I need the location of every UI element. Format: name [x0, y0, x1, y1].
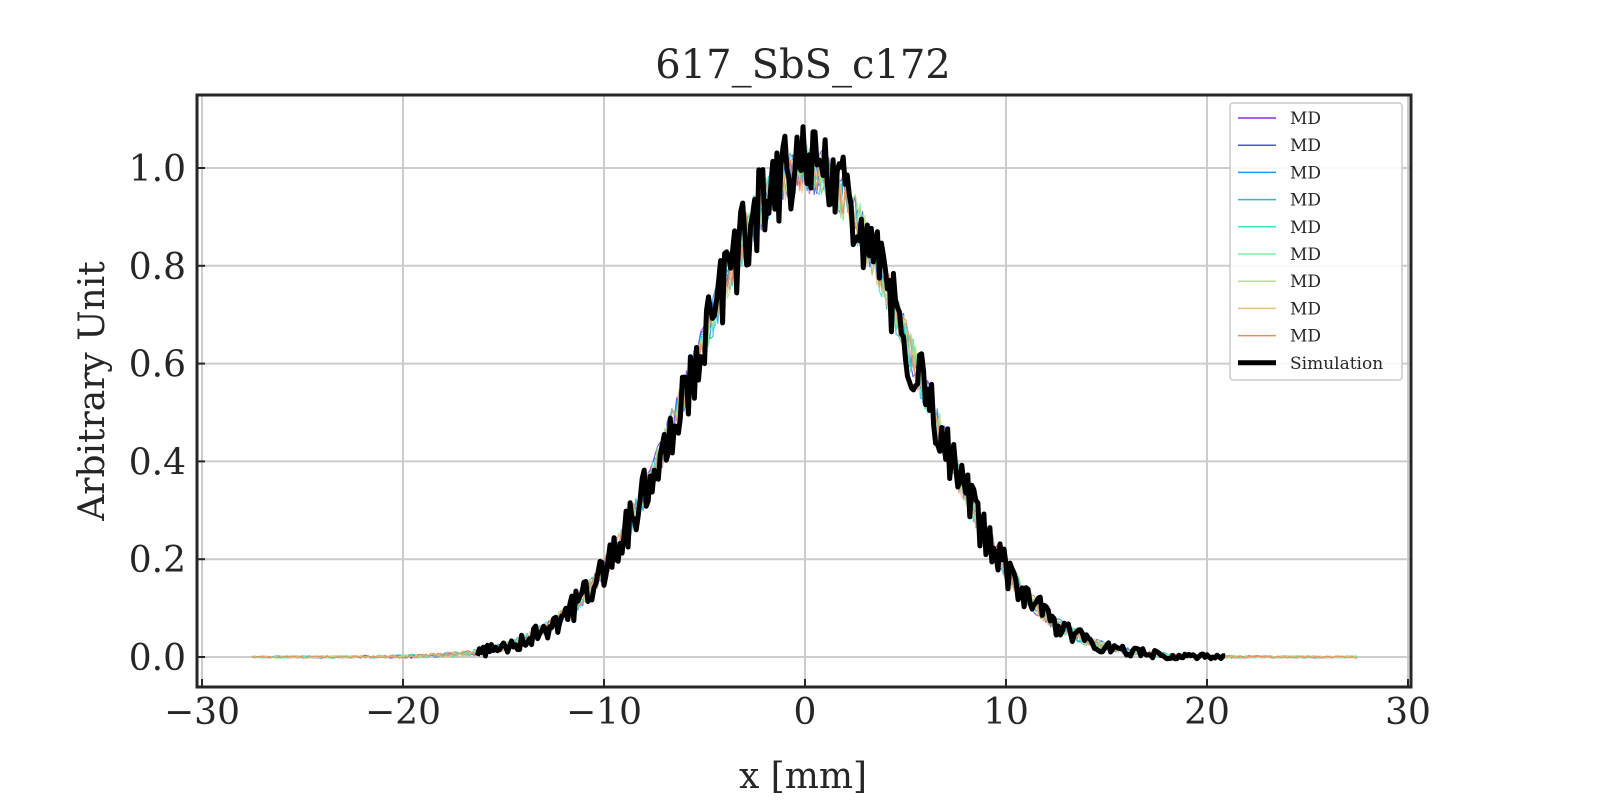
x-axis-ticks: −30 −20 −10 0 10 20 30: [164, 679, 1431, 733]
x-tick-label: −20: [365, 692, 441, 733]
plot-series: [251, 124, 1358, 662]
y-tick-label: 0.0: [129, 638, 186, 679]
x-axis-label: x [mm]: [739, 756, 867, 797]
y-tick-label: 1.0: [129, 149, 186, 190]
legend-label: MD: [1290, 245, 1321, 265]
legend-label: MD: [1290, 299, 1321, 319]
y-tick-label: 0.4: [129, 442, 186, 483]
simulation-series-line: [474, 124, 1226, 662]
x-tick-label: −10: [566, 692, 642, 733]
y-tick-label: 0.2: [129, 540, 186, 581]
y-tick-label: 0.8: [129, 247, 186, 288]
x-tick-label: 20: [1184, 692, 1230, 733]
y-axis-label: Arbitrary Unit: [72, 261, 113, 522]
legend-label: Simulation: [1290, 354, 1383, 374]
legend-label: MD: [1290, 272, 1321, 292]
x-tick-label: 30: [1385, 692, 1431, 733]
legend-label: MD: [1290, 163, 1321, 183]
x-tick-label: 0: [794, 692, 817, 733]
x-tick-label: 10: [983, 692, 1029, 733]
legend-label: MD: [1290, 109, 1321, 129]
legend-label: MD: [1290, 136, 1321, 156]
grid-lines: [197, 95, 1411, 687]
legend-label: MD: [1290, 218, 1321, 238]
legend-label: MD: [1290, 191, 1321, 211]
x-tick-label: −30: [164, 692, 240, 733]
chart-title: 617_SbS_c172: [655, 42, 951, 88]
y-tick-label: 0.6: [129, 345, 186, 386]
legend-label: MD: [1290, 327, 1321, 347]
legend: MD MD MD MD MD MD MD MD MD Simulation: [1229, 102, 1403, 381]
y-axis-ticks: 0.0 0.2 0.4 0.6 0.8 1.0: [129, 149, 205, 679]
